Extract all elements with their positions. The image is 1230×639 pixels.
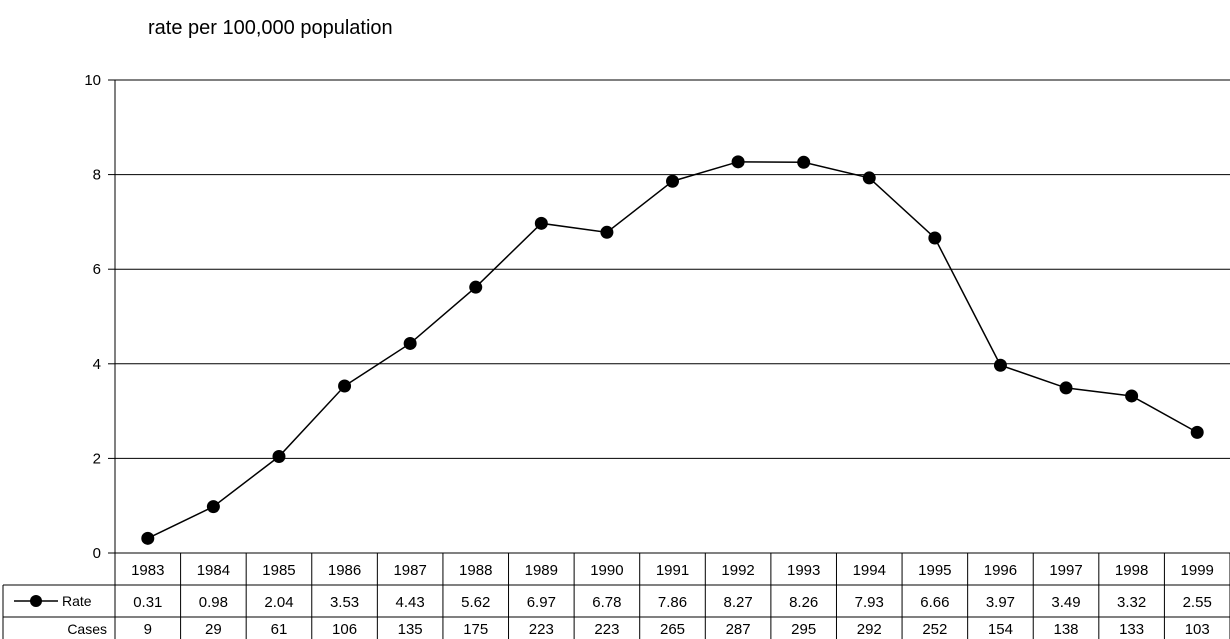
x-tick-label-1983: 1983	[131, 562, 164, 579]
gridlines	[115, 79, 1230, 459]
x-tick-label-1994: 1994	[853, 562, 886, 579]
data-label-rate-1983: 0.31	[133, 594, 162, 611]
data-point-1987	[403, 336, 417, 350]
legend-marker-key	[30, 595, 42, 607]
x-tick-label-1993: 1993	[787, 562, 820, 579]
data-label-cases-1986: 106	[332, 621, 357, 638]
y-tick-label-0: 0	[93, 545, 101, 562]
data-label-rate-1986: 3.53	[330, 594, 359, 611]
data-label-rate-1998: 3.32	[1117, 594, 1146, 611]
data-point-1997	[1059, 381, 1073, 395]
data-point-1994	[862, 171, 876, 185]
x-tick-label-1990: 1990	[590, 562, 623, 579]
x-tick-label-1991: 1991	[656, 562, 689, 579]
data-label-rate-1992: 8.27	[723, 594, 752, 611]
data-point-1996	[993, 358, 1007, 372]
x-tick-label-1988: 1988	[459, 562, 492, 579]
series-rate-line	[147, 161, 1198, 540]
data-label-rate-1988: 5.62	[461, 594, 490, 611]
data-label-cases-1987: 135	[398, 621, 423, 638]
data-label-rate-1987: 4.43	[396, 594, 425, 611]
data-label-cases-1992: 287	[726, 621, 751, 638]
data-label-rate-1999: 2.55	[1183, 594, 1212, 611]
data-label-rate-1985: 2.04	[264, 594, 293, 611]
x-tick-label-1995: 1995	[918, 562, 951, 579]
cases-row-label: Cases	[67, 621, 107, 637]
data-label-cases-1993: 295	[791, 621, 816, 638]
data-point-1985	[272, 450, 286, 464]
y-tick-label-6: 6	[93, 261, 101, 278]
y-axis-title: rate per 100,000 population	[148, 17, 393, 39]
data-label-cases-1985: 61	[271, 621, 288, 638]
x-tick-label-1986: 1986	[328, 562, 361, 579]
x-tick-label-1996: 1996	[984, 562, 1017, 579]
y-tick-label-4: 4	[93, 356, 101, 373]
legend-rate-label: Rate	[62, 593, 92, 609]
data-label-cases-1998: 133	[1119, 621, 1144, 638]
data-label-cases-1988: 175	[463, 621, 488, 638]
data-label-rate-1991: 7.86	[658, 594, 687, 611]
data-point-1990	[600, 225, 614, 239]
data-point-1983	[141, 531, 155, 545]
x-tick-label-1997: 1997	[1049, 562, 1082, 579]
x-tick-label-1989: 1989	[525, 562, 558, 579]
data-label-cases-1997: 138	[1054, 621, 1079, 638]
data-label-rate-1996: 3.97	[986, 594, 1015, 611]
data-point-1984	[206, 500, 220, 514]
x-tick-label-1999: 1999	[1181, 562, 1214, 579]
data-label-rate-1994: 7.93	[855, 594, 884, 611]
data-label-rate-1997: 3.49	[1051, 594, 1080, 611]
data-label-cases-1991: 265	[660, 621, 685, 638]
x-tick-label-1992: 1992	[721, 562, 754, 579]
data-label-rate-1995: 6.66	[920, 594, 949, 611]
data-label-rate-1993: 8.26	[789, 594, 818, 611]
y-tick-label-8: 8	[93, 167, 101, 184]
data-point-1992	[731, 155, 745, 169]
data-label-cases-1983: 9	[144, 621, 152, 638]
data-point-1998	[1125, 389, 1139, 403]
data-label-rate-1990: 6.78	[592, 594, 621, 611]
data-label-cases-1994: 292	[857, 621, 882, 638]
data-label-cases-1990: 223	[594, 621, 619, 638]
data-label-cases-1989: 223	[529, 621, 554, 638]
y-axis: 0 2 4 6 8 10	[84, 72, 116, 562]
x-tick-label-1998: 1998	[1115, 562, 1148, 579]
series-rate-path	[147, 161, 1198, 540]
data-label-cases-1995: 252	[922, 621, 947, 638]
series-rate-markers	[141, 155, 1204, 545]
data-label-rate-1989: 6.97	[527, 594, 556, 611]
data-label-cases-1999: 103	[1185, 621, 1210, 638]
data-label-rate-1984: 0.98	[199, 594, 228, 611]
x-tick-label-1984: 1984	[197, 562, 230, 579]
x-tick-label-1985: 1985	[262, 562, 295, 579]
y-tick-label-2: 2	[93, 450, 101, 467]
data-point-1986	[338, 379, 352, 393]
data-point-1995	[928, 231, 942, 245]
data-label-cases-1996: 154	[988, 621, 1013, 638]
data-point-1989	[534, 216, 548, 230]
data-point-1999	[1190, 425, 1204, 439]
x-tick-label-1987: 1987	[393, 562, 426, 579]
data-point-1991	[666, 174, 679, 188]
data-point-1988	[469, 280, 483, 294]
y-tick-label-10: 10	[84, 72, 101, 89]
data-point-1993	[797, 155, 811, 169]
data-label-cases-1984: 29	[205, 621, 222, 638]
data-table: 1983 1984 1985 1986 1987 1988 1989 1990 1991 1992…	[2, 552, 1230, 639]
